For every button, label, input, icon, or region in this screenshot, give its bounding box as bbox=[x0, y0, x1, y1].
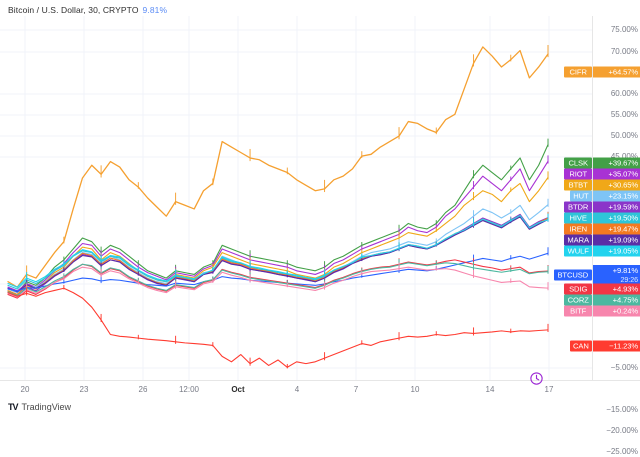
time-axis-tick: 26 bbox=[138, 385, 148, 394]
price-badge-value: +64.57% bbox=[608, 67, 639, 77]
price-badge-value: −11.23% bbox=[609, 341, 638, 351]
ticker-tag-wulf[interactable]: WULF bbox=[564, 245, 592, 257]
tradingview-brand-label: TradingView bbox=[21, 402, 72, 412]
ticker-tag-clsk[interactable]: CLSK bbox=[564, 157, 592, 169]
price-axis-tick: −25.00% bbox=[606, 447, 638, 456]
ticker-tag-btcusd[interactable]: BTCUSD bbox=[553, 269, 592, 281]
price-badge-clsk[interactable]: +39.67% bbox=[593, 157, 640, 169]
price-badge-hut[interactable]: +23.15% bbox=[593, 190, 640, 202]
price-axis-tick: −20.00% bbox=[606, 426, 638, 435]
ticker-tag-btbt[interactable]: BTBT bbox=[564, 179, 592, 191]
price-axis-tick: 45.00% bbox=[610, 152, 638, 161]
time-axis-tick: 23 bbox=[79, 385, 89, 394]
series-line-clsk bbox=[7, 144, 549, 294]
chart-title-bar: Bitcoin / U.S. Dollar, 30, CRYPTO 9.81% bbox=[8, 5, 167, 15]
price-badge-value: +19.09% bbox=[608, 235, 639, 245]
price-badge-value: +19.59% bbox=[608, 202, 639, 212]
price-badge-value: +0.24% bbox=[612, 306, 638, 316]
series-line-can bbox=[7, 287, 549, 368]
series-line-bitf bbox=[7, 266, 549, 298]
price-badge-btcusd[interactable]: +9.81% 29:26 bbox=[593, 265, 640, 285]
ticker-tag-hive[interactable]: HIVE bbox=[564, 212, 592, 224]
ticker-tag-bitf[interactable]: BITF bbox=[564, 305, 592, 317]
series-line-riot bbox=[7, 160, 549, 292]
time-axis-tick: 12:00 bbox=[178, 385, 200, 394]
price-axis-tick: −15.00% bbox=[606, 405, 638, 414]
price-badge-cifr[interactable]: +64.57% bbox=[593, 66, 640, 78]
price-badge-btbt[interactable]: +30.65% bbox=[593, 179, 640, 191]
time-axis-tick: 4 bbox=[294, 385, 300, 394]
ticker-tag-hut[interactable]: HUT bbox=[569, 190, 592, 202]
ticker-tag-iren[interactable]: IREN bbox=[564, 223, 592, 235]
price-series-canvas bbox=[0, 16, 592, 380]
price-badge-value: +39.67% bbox=[608, 158, 639, 168]
price-badge-riot[interactable]: +35.07% bbox=[593, 168, 640, 180]
price-badge-iren[interactable]: +19.47% bbox=[593, 223, 640, 235]
ticker-tag-mara[interactable]: MARA bbox=[564, 234, 592, 246]
ticker-tag-cifr[interactable]: CIFR bbox=[564, 66, 592, 78]
price-axis-tick: 55.00% bbox=[610, 110, 638, 119]
tradingview-logo-icon: TV bbox=[8, 402, 18, 412]
price-badge-value: +9.81% bbox=[612, 266, 638, 275]
price-badge-value: +30.65% bbox=[608, 180, 639, 190]
time-axis-tick: 20 bbox=[20, 385, 30, 394]
price-badge-value: +4.93% bbox=[612, 284, 638, 294]
price-badge-value: +23.15% bbox=[608, 191, 639, 201]
series-line-btbt bbox=[7, 176, 549, 296]
chart-plot-area[interactable] bbox=[0, 16, 592, 380]
series-line-wulf bbox=[7, 214, 549, 288]
time-axis-tick: 14 bbox=[485, 385, 495, 394]
price-axis-tick: 75.00% bbox=[610, 25, 638, 34]
ticker-tag-corz[interactable]: CORZ bbox=[564, 294, 592, 306]
time-axis-tick: 7 bbox=[353, 385, 359, 394]
series-lines bbox=[7, 44, 549, 369]
price-badge-btdr[interactable]: +19.59% bbox=[593, 201, 640, 213]
ticker-tag-sdig[interactable]: SDIG bbox=[564, 283, 592, 295]
time-axis-tick: Oct bbox=[231, 385, 245, 394]
price-axis-tick: 70.00% bbox=[610, 47, 638, 56]
tradingview-footer: TV TradingView bbox=[8, 402, 71, 412]
price-badge-value: +19.05% bbox=[608, 246, 639, 256]
symbol-change-label: 9.81% bbox=[142, 5, 168, 15]
time-axis[interactable]: 20 23 26 12:00 Oct 4 7 10 14 17 bbox=[0, 380, 640, 399]
price-badge-sdig[interactable]: +4.93% bbox=[593, 283, 640, 295]
ticker-tag-riot[interactable]: RIOT bbox=[564, 168, 592, 180]
price-axis-tick: 50.00% bbox=[610, 131, 638, 140]
series-line-mara bbox=[7, 216, 549, 293]
tradingview-chart-window: Bitcoin / U.S. Dollar, 30, CRYPTO 9.81% 7… bbox=[0, 5, 640, 456]
price-badge-can[interactable]: −11.23% bbox=[593, 340, 640, 352]
price-badge-value: +4.75% bbox=[612, 295, 638, 305]
series-line-sdig bbox=[7, 259, 549, 299]
symbol-label[interactable]: Bitcoin / U.S. Dollar, 30, CRYPTO bbox=[8, 5, 139, 15]
clock-icon[interactable] bbox=[529, 371, 544, 386]
price-axis-tick: 60.00% bbox=[610, 89, 638, 98]
series-line-corz bbox=[7, 262, 549, 297]
price-axis-tick: −5.00% bbox=[610, 363, 638, 372]
price-badge-hive[interactable]: +19.50% bbox=[593, 212, 640, 224]
price-badge-bitf[interactable]: +0.24% bbox=[593, 305, 640, 317]
price-badge-value: +35.07% bbox=[608, 169, 639, 179]
time-axis-tick: 10 bbox=[410, 385, 420, 394]
time-axis-tick: 17 bbox=[544, 385, 554, 394]
grid-lines bbox=[0, 16, 592, 380]
price-badge-value: +19.47% bbox=[608, 224, 639, 234]
price-badge-wulf[interactable]: +19.05% bbox=[593, 245, 640, 257]
series-line-cifr bbox=[7, 46, 549, 288]
price-badge-mara[interactable]: +19.09% bbox=[593, 234, 640, 246]
ticker-tag-btdr[interactable]: BTDR bbox=[564, 201, 592, 213]
bar-countdown-label: 29:26 bbox=[620, 275, 639, 284]
price-badge-corz[interactable]: +4.75% bbox=[593, 294, 640, 306]
ticker-tag-can[interactable]: CAN bbox=[569, 340, 592, 352]
price-axis[interactable]: 75.00%70.00%60.00%55.00%50.00%45.00%15.0… bbox=[592, 16, 640, 456]
price-badge-value: +19.50% bbox=[608, 213, 639, 223]
